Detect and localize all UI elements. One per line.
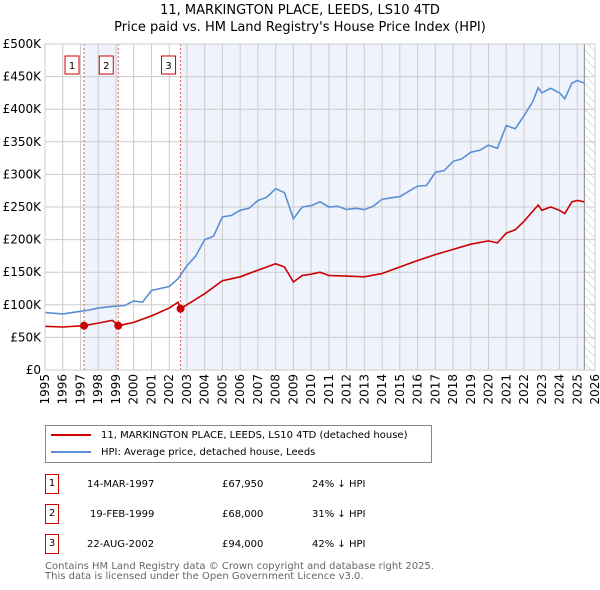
x-tick-label: 2014 bbox=[375, 374, 389, 405]
x-tick-label: 2013 bbox=[357, 374, 371, 405]
x-tick-label: 2024 bbox=[553, 374, 567, 405]
legend-item-hpi: HPI: Average price, detached house, Leed… bbox=[46, 444, 315, 460]
sale-price: £67,950 bbox=[222, 479, 264, 490]
x-tick-label: 2009 bbox=[286, 374, 300, 405]
sale-label: 3 bbox=[165, 61, 171, 72]
sale-date: 14-MAR-1997 bbox=[87, 479, 155, 490]
y-tick-label: £250K bbox=[3, 200, 43, 214]
sale-date: 22-AUG-2002 bbox=[87, 539, 155, 550]
property-price-line bbox=[44, 199, 585, 328]
x-tick-label: 2012 bbox=[340, 374, 354, 405]
sale-label: 2 bbox=[103, 61, 109, 72]
x-tick-label: 2003 bbox=[180, 374, 194, 405]
price-chart: 1995 1996 1997 1998 1999 2000 2001 2002 2003 2004… bbox=[3, 37, 600, 405]
y-tick-label: £100K bbox=[3, 298, 43, 312]
x-tick-label: 1997 bbox=[73, 374, 87, 405]
sale-price: £68,000 bbox=[222, 509, 264, 520]
legend-label: HPI: Average price, detached house, Leed… bbox=[101, 446, 316, 458]
footer-copyright: Contains HM Land Registry data © Crown c… bbox=[45, 561, 434, 572]
x-tick-label: 2019 bbox=[464, 374, 478, 405]
x-tick-label: 2006 bbox=[233, 374, 247, 405]
y-tick-label: £500K bbox=[3, 37, 43, 51]
x-tick-label: 2015 bbox=[393, 374, 407, 405]
x-tick-label: 2025 bbox=[570, 374, 584, 405]
chart-subtitle: Price paid vs. HM Land Registry's House … bbox=[114, 20, 486, 35]
x-tick-label: 1999 bbox=[109, 374, 123, 405]
sale-point bbox=[80, 321, 89, 330]
y-tick-label: £150K bbox=[3, 265, 43, 279]
x-tick-label: 2000 bbox=[127, 374, 141, 405]
x-tick-label: 2016 bbox=[411, 374, 425, 405]
x-tick-label: 2017 bbox=[428, 374, 442, 405]
sale-label-box bbox=[98, 55, 114, 75]
y-tick-label: £400K bbox=[3, 102, 43, 116]
sale-hpi-diff: 42% ↓ HPI bbox=[312, 539, 366, 550]
plot-border bbox=[44, 43, 596, 371]
x-tick-label: 2023 bbox=[535, 374, 549, 405]
y-tick-label: £50K bbox=[10, 330, 42, 344]
legend-label: 11, MARKINGTON PLACE, LEEDS, LS10 4TD (d… bbox=[101, 429, 408, 441]
sale-point bbox=[176, 304, 185, 313]
y-tick-label: £300K bbox=[3, 167, 43, 181]
y-tick-label: £450K bbox=[3, 70, 43, 84]
x-tick-label: 2010 bbox=[304, 374, 318, 405]
y-tick-label: £0 bbox=[26, 363, 41, 377]
sale-label: 1 bbox=[69, 61, 75, 72]
x-tick-label: 2001 bbox=[144, 374, 158, 405]
x-tick-label: 2022 bbox=[517, 374, 531, 405]
sale-marker: 3 bbox=[45, 534, 59, 554]
x-tick-label: 2008 bbox=[269, 374, 283, 405]
x-tick-label: 2002 bbox=[162, 374, 176, 405]
footer-licence: This data is licensed under the Open Gov… bbox=[45, 571, 364, 582]
chart-title: 11, MARKINGTON PLACE, LEEDS, LS10 4TD bbox=[160, 3, 440, 18]
y-tick-label: £350K bbox=[3, 135, 43, 149]
sale-marker: 2 bbox=[45, 504, 59, 524]
legend-item-property: 11, MARKINGTON PLACE, LEEDS, LS10 4TD (d… bbox=[46, 427, 407, 443]
sale-price: £94,000 bbox=[222, 539, 264, 550]
x-tick-label: 1995 bbox=[38, 374, 52, 405]
sale-label-box bbox=[161, 55, 177, 75]
legend-swatch-property bbox=[51, 434, 91, 436]
x-tick-label: 1998 bbox=[91, 374, 105, 405]
x-tick-label: 2004 bbox=[198, 374, 212, 405]
x-tick-label: 2005 bbox=[215, 374, 229, 405]
hpi-line bbox=[44, 79, 585, 315]
sale-point bbox=[114, 321, 123, 330]
legend: 11, MARKINGTON PLACE, LEEDS, LS10 4TD (d… bbox=[45, 425, 432, 463]
x-tick-label: 1996 bbox=[56, 374, 70, 405]
legend-swatch-hpi bbox=[51, 451, 91, 453]
y-tick-label: £200K bbox=[3, 233, 43, 247]
sale-label-box bbox=[64, 55, 80, 75]
sale-hpi-diff: 24% ↓ HPI bbox=[312, 479, 366, 490]
sale-hpi-diff: 31% ↓ HPI bbox=[312, 509, 366, 520]
x-tick-label: 2020 bbox=[482, 374, 496, 405]
x-tick-label: 2011 bbox=[322, 374, 336, 405]
x-tick-label: 2021 bbox=[499, 374, 513, 405]
x-tick-label: 2018 bbox=[446, 374, 460, 405]
sale-marker: 1 bbox=[45, 474, 59, 494]
sale-date: 19-FEB-1999 bbox=[90, 509, 155, 520]
x-tick-label: 2026 bbox=[588, 374, 600, 405]
x-tick-label: 2007 bbox=[251, 374, 265, 405]
